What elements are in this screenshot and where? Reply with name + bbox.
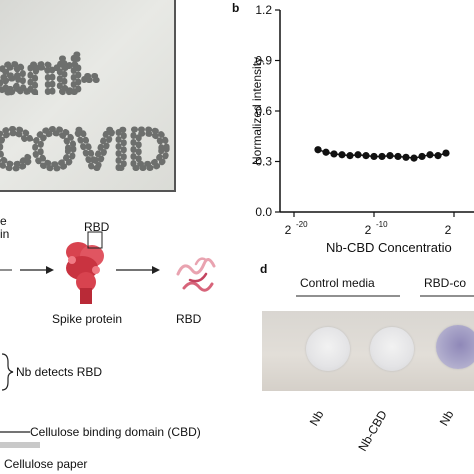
data-point-1	[322, 148, 330, 156]
spike-diagram	[0, 231, 216, 304]
y-tick-label-0: 0.0	[255, 205, 272, 219]
y-tick-label-2: 0.6	[255, 104, 272, 118]
lane-label-1: Nb	[306, 408, 327, 429]
data-point-7	[370, 152, 378, 161]
well-nb-control	[306, 327, 350, 371]
well-nbcbd-control	[370, 327, 414, 371]
group-underlines	[296, 295, 474, 297]
data-point-0	[314, 146, 322, 154]
nb-detects-label: Nb detects RBD	[16, 365, 103, 379]
well-photo	[262, 311, 474, 391]
rbd-bracket	[87, 231, 103, 249]
panel-letter-b: b	[232, 1, 240, 15]
left-label-2: in	[0, 227, 10, 241]
photo-line-2: COVID	[0, 117, 169, 180]
brace-icon	[1, 353, 14, 391]
data-point-2	[330, 150, 338, 158]
spike-protein-icon	[66, 242, 104, 304]
data-point-13	[418, 152, 426, 161]
data-point-11	[402, 153, 410, 161]
dot-blot-photo: anti- COVID	[0, 0, 176, 192]
x-tick-exponent-1: -10	[376, 220, 388, 229]
y-axis-label: Normalized intensity	[250, 57, 264, 165]
lane-label-3: Nb	[436, 408, 457, 429]
y-tick-label-1: 0.3	[255, 155, 272, 169]
arrow-to-rbd-head	[152, 266, 160, 274]
rbd-callout-label: RBD	[84, 220, 110, 234]
intensity-chart: 0.0 0.3 0.6 0.9 1.2 2 -20 2 -10 2 Normalized inten…	[250, 3, 474, 252]
lane-label-2: Nb-CBD	[355, 408, 391, 454]
y-tick-label-4: 1.2	[255, 3, 272, 17]
rbd-label: RBD	[176, 312, 202, 326]
rbd-structure-icon	[176, 257, 216, 292]
left-label-1: e	[0, 214, 7, 228]
data-point-8	[378, 152, 386, 161]
data-point-4	[346, 152, 354, 160]
data-point-9	[386, 152, 394, 160]
x-tick-label-2: 2	[445, 223, 452, 237]
data-point-14	[426, 151, 434, 159]
group-rbd-label: RBD-co	[424, 276, 467, 290]
well-nb-rbd	[436, 325, 474, 369]
x-tick-label-0: 2	[285, 223, 292, 237]
group-control-label: Control media	[300, 276, 375, 290]
data-point-12	[410, 154, 418, 162]
arrow-to-spike-head	[46, 266, 54, 274]
cbd-legend-label: Cellulose binding domain (CBD)	[30, 425, 201, 439]
y-tick-label-3: 0.9	[255, 54, 272, 68]
paper-legend-swatch	[0, 442, 40, 448]
data-point-15	[434, 152, 442, 160]
data-point-10	[394, 152, 402, 161]
data-point-5	[354, 151, 362, 159]
paper-legend-label: Cellulose paper	[4, 457, 88, 471]
x-tick-exponent-0: -20	[296, 220, 308, 229]
legend-swatches	[0, 431, 40, 448]
data-point-16	[442, 149, 450, 157]
data-point-3	[338, 151, 346, 159]
data-point-6	[362, 152, 370, 160]
spike-protein-label: Spike protein	[52, 312, 123, 326]
photo-dot-lettering: anti- COVID	[0, 43, 172, 183]
photo-line-1: anti-	[0, 46, 99, 104]
x-tick-label-1: 2	[365, 223, 372, 237]
panel-letter-d: d	[260, 262, 268, 276]
x-axis-label: Nb-CBD Concentratio	[326, 240, 452, 252]
